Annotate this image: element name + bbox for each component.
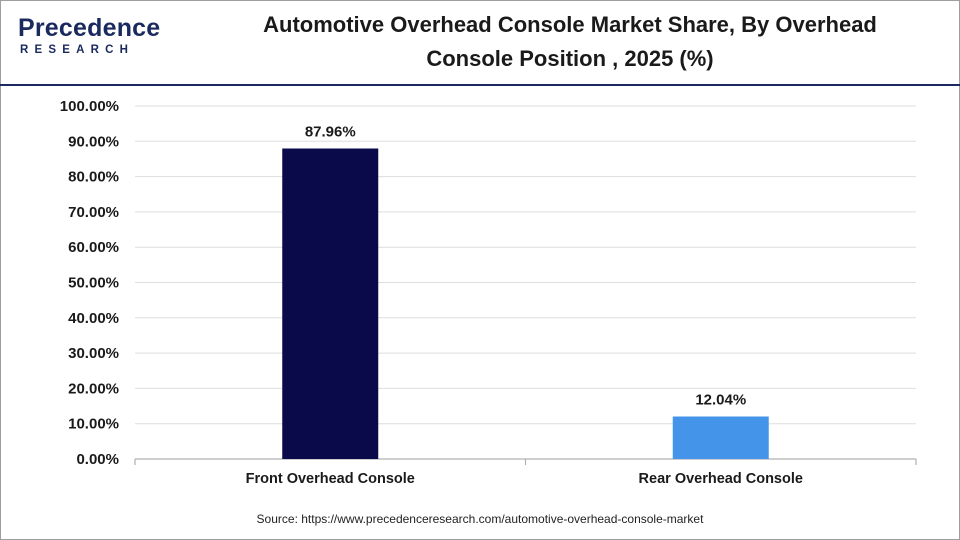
y-tick-label: 10.00%	[68, 416, 119, 433]
bar	[672, 416, 769, 459]
data-label: 12.04%	[695, 391, 746, 408]
source-note: Source: https://www.precedenceresearch.c…	[256, 512, 704, 526]
y-tick-label: 0.00%	[76, 451, 119, 468]
y-tick-label: 100.00%	[60, 98, 119, 115]
y-tick-label: 40.00%	[68, 310, 119, 327]
y-tick-label: 30.00%	[68, 345, 119, 362]
y-tick-label: 60.00%	[68, 239, 119, 256]
y-tick-label: 70.00%	[68, 204, 119, 221]
brand-subtitle: RESEARCH	[20, 44, 135, 56]
y-tick-label: 50.00%	[68, 275, 119, 292]
y-tick-label: 80.00%	[68, 169, 119, 186]
y-tick-label: 20.00%	[68, 380, 119, 397]
brand-logo: Precedence RESEARCH	[18, 14, 168, 64]
chart-title-line-1: Automotive Overhead Console Market Share…	[263, 12, 877, 37]
header: Precedence RESEARCH Automotive Overhead …	[0, 0, 960, 86]
data-label: 87.96%	[305, 124, 356, 141]
x-tick-label: Rear Overhead Console	[639, 471, 803, 487]
bar-chart: 0.00% 10.00% 20.00% 30.00% 40.00% 50.00% 60.00…	[60, 98, 917, 487]
y-tick-label: 90.00%	[68, 133, 119, 150]
x-tick-label: Front Overhead Console	[246, 471, 415, 487]
brand-name: Precedence	[18, 14, 161, 42]
chart-title: Automotive Overhead Console Market Share…	[190, 8, 950, 76]
chart-title-line-2: Console Position , 2025 (%)	[426, 46, 714, 71]
bar	[282, 148, 379, 459]
